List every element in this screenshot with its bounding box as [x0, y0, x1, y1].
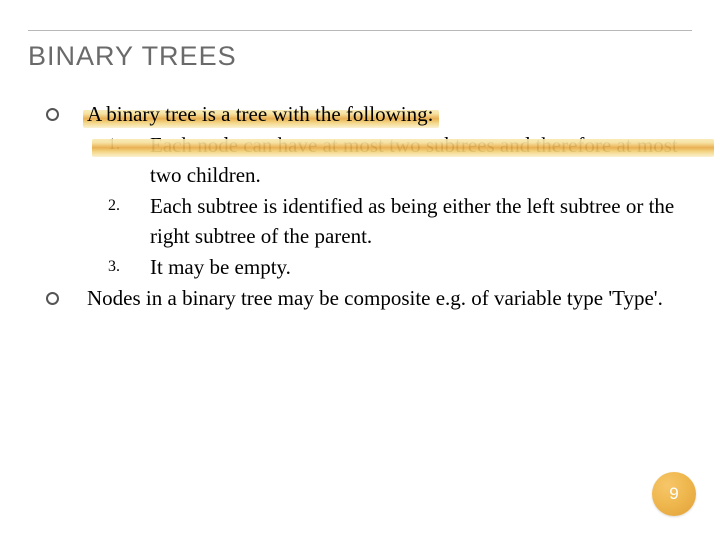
bullet-item: Nodes in a binary tree may be composite …	[46, 284, 692, 313]
bullet-item: A binary tree is a tree with the followi…	[46, 100, 692, 129]
slide: BINARY TREES A binary tree is a tree wit…	[0, 0, 720, 540]
list-item: 2. Each subtree is identified as being e…	[108, 192, 692, 251]
page-number: 9	[669, 484, 678, 504]
bullet-text: A binary tree is a tree with the followi…	[87, 100, 692, 129]
page-number-badge: 9	[652, 472, 696, 516]
slide-content: A binary tree is a tree with the followi…	[28, 100, 692, 314]
bullet-text: Nodes in a binary tree may be composite …	[87, 284, 692, 313]
highlight-brushstroke-extend	[92, 139, 714, 157]
title-divider	[28, 30, 692, 31]
list-text: It may be empty.	[150, 253, 692, 282]
list-item: 3. It may be empty.	[108, 253, 692, 282]
circle-bullet-icon	[46, 108, 59, 121]
list-number: 2.	[108, 192, 150, 215]
list-text: Each subtree is identified as being eith…	[150, 192, 692, 251]
circle-bullet-icon	[46, 292, 59, 305]
list-number: 3.	[108, 253, 150, 276]
slide-title: BINARY TREES	[28, 41, 692, 72]
highlighted-text: A binary tree is a tree with the followi…	[87, 100, 433, 129]
